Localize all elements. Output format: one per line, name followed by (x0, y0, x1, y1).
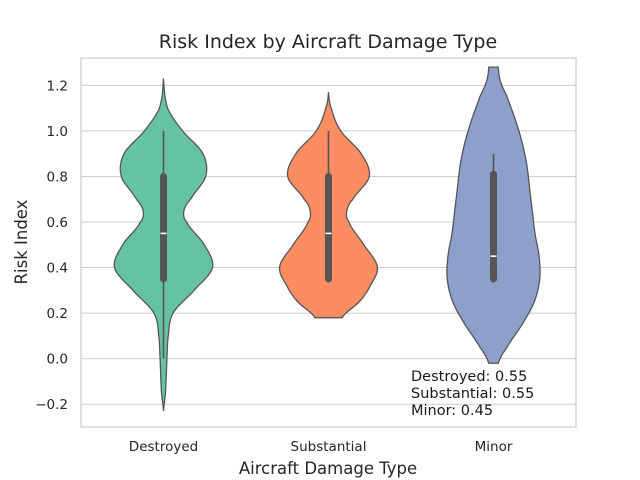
x-tick-labels: Destroyed Substantial Minor (129, 439, 513, 455)
y-axis-label: Risk Index (12, 199, 31, 284)
x-tick-label: Destroyed (129, 439, 198, 455)
median-annotation: Destroyed: 0.55 Substantial: 0.55 Minor:… (411, 369, 534, 419)
chart-title: Risk Index by Aircraft Damage Type (159, 31, 497, 53)
violin-layer (113, 66, 541, 412)
annotation-line: Substantial: 0.55 (411, 386, 534, 402)
annotation-line: Destroyed: 0.55 (411, 369, 527, 385)
plot-frame (80, 57, 577, 428)
y-tick-labels: −0.2 0.0 0.2 0.4 0.6 0.8 1.0 1.2 (35, 78, 68, 413)
y-tick-label: 0.4 (47, 261, 68, 277)
y-tick-label: 0.8 (47, 169, 68, 185)
x-tick-label: Minor (475, 439, 513, 455)
y-tick-label: 0.0 (47, 352, 68, 368)
y-tick-label: 1.2 (47, 78, 68, 94)
y-tick-label: 1.0 (47, 124, 68, 140)
x-axis-label: Aircraft Damage Type (239, 459, 417, 478)
y-tick-label: 0.6 (47, 215, 68, 231)
y-tick-label: 0.2 (47, 306, 68, 322)
x-tick-label: Substantial (291, 439, 367, 455)
y-tick-label: −0.2 (35, 397, 68, 413)
annotation-line: Minor: 0.45 (411, 403, 493, 419)
